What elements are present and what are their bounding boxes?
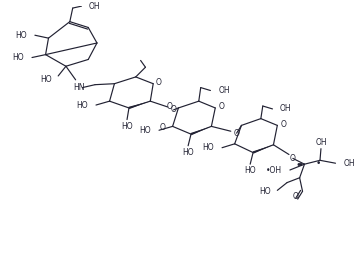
Text: HO: HO (13, 53, 24, 62)
Polygon shape (253, 145, 273, 154)
Text: OH: OH (279, 104, 291, 113)
Text: O: O (156, 78, 162, 87)
Polygon shape (129, 101, 150, 109)
Text: OH: OH (88, 2, 100, 11)
Text: O: O (218, 102, 224, 111)
Text: HO: HO (182, 148, 194, 157)
Text: HO: HO (139, 126, 151, 135)
Text: •OH: •OH (266, 166, 282, 175)
Text: O: O (160, 123, 166, 132)
Text: HO: HO (259, 187, 270, 196)
Text: OH: OH (343, 159, 354, 168)
Text: OH: OH (315, 138, 327, 147)
Text: HO: HO (16, 31, 27, 40)
Text: HN: HN (73, 83, 84, 92)
Text: O: O (171, 105, 177, 114)
Text: O: O (280, 120, 286, 129)
Text: •: • (315, 159, 321, 168)
Text: HO: HO (203, 143, 214, 152)
Text: HO: HO (76, 101, 88, 110)
Text: O: O (290, 154, 296, 163)
Text: •: • (296, 160, 302, 170)
Text: •: • (297, 160, 303, 170)
Text: O: O (234, 129, 240, 138)
Polygon shape (190, 126, 211, 135)
Text: HO: HO (121, 122, 133, 131)
Text: HO: HO (244, 166, 256, 175)
Text: HO: HO (40, 75, 51, 84)
Text: O: O (167, 102, 173, 111)
Text: OH: OH (218, 86, 230, 95)
Text: O: O (293, 192, 299, 201)
